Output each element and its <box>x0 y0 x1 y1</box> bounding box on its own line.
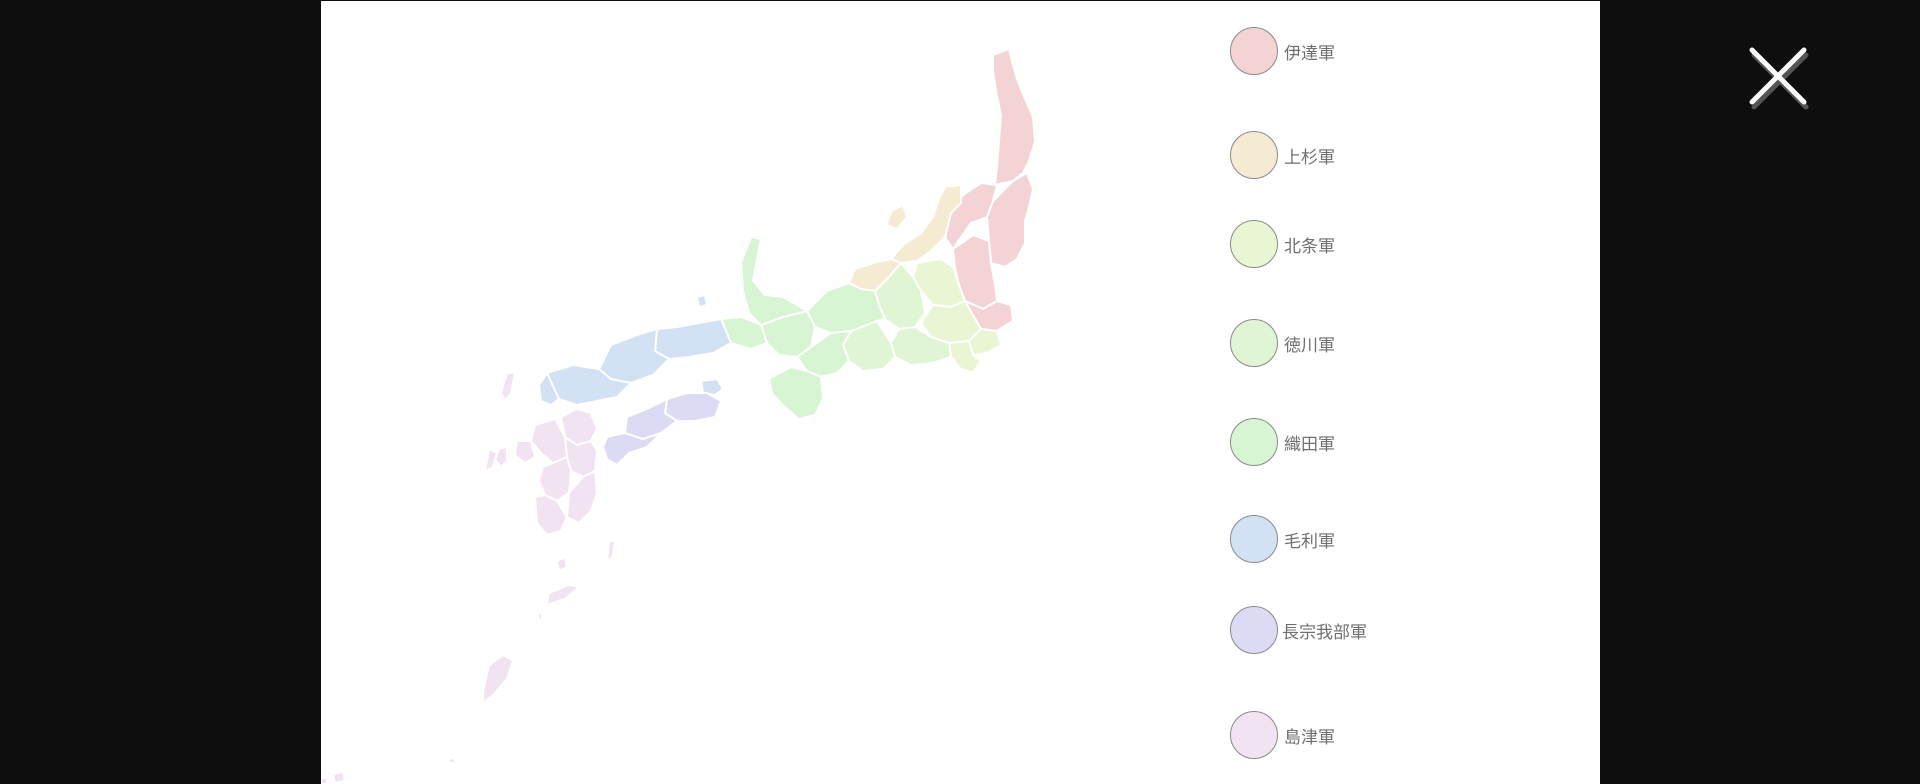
legend-label-date: 伊達軍 <box>1284 43 1335 64</box>
close-icon <box>1749 47 1809 110</box>
legend-item-tokugawa[interactable]: 徳川軍 <box>1230 318 1335 368</box>
legend-label-oda: 織田軍 <box>1284 434 1335 455</box>
region-tokugawa[interactable] <box>842 262 952 372</box>
legend-item-shimazu[interactable]: 島津軍 <box>1230 710 1335 760</box>
legend-swatch-chosokabe <box>1230 606 1278 654</box>
legend-label-uesugi: 上杉軍 <box>1284 147 1335 168</box>
legend-swatch-uesugi <box>1230 131 1278 179</box>
legend-swatch-date <box>1230 27 1278 75</box>
legend-item-hojo[interactable]: 北条軍 <box>1230 219 1335 269</box>
legend-swatch-hojo <box>1230 220 1278 268</box>
legend-item-uesugi[interactable]: 上杉軍 <box>1230 130 1335 180</box>
close-button[interactable] <box>1744 42 1812 110</box>
region-chosokabe[interactable] <box>602 392 722 466</box>
legend-swatch-oda <box>1230 418 1278 466</box>
region-mori[interactable] <box>538 294 732 406</box>
legend-label-chosokabe: 長宗我部軍 <box>1282 622 1367 643</box>
region-shimazu[interactable] <box>321 372 616 784</box>
region-hojo[interactable] <box>912 258 1002 374</box>
legend-item-date[interactable]: 伊達軍 <box>1230 26 1335 76</box>
legend-item-oda[interactable]: 織田軍 <box>1230 417 1335 467</box>
region-date[interactable] <box>944 48 1036 332</box>
legend-label-mori: 毛利軍 <box>1284 531 1335 552</box>
legend-item-mori[interactable]: 毛利軍 <box>1230 514 1335 564</box>
legend-swatch-shimazu <box>1230 711 1278 759</box>
legend: 伊達軍 上杉軍 北条軍 徳川軍 織田軍 毛利軍 長宗我部軍 島津軍 <box>321 1 1600 784</box>
region-uesugi[interactable] <box>848 184 962 292</box>
legend-swatch-tokugawa <box>1230 319 1278 367</box>
japan-map <box>321 48 1036 784</box>
legend-item-chosokabe[interactable]: 長宗我部軍 <box>1230 605 1367 655</box>
legend-label-hojo: 北条軍 <box>1284 236 1335 257</box>
region-oda[interactable] <box>720 236 886 420</box>
legend-label-tokugawa: 徳川軍 <box>1284 335 1335 356</box>
legend-label-shimazu: 島津軍 <box>1284 727 1335 748</box>
map-panel: 伊達軍 上杉軍 北条軍 徳川軍 織田軍 毛利軍 長宗我部軍 島津軍 <box>321 1 1600 784</box>
legend-swatch-mori <box>1230 515 1278 563</box>
